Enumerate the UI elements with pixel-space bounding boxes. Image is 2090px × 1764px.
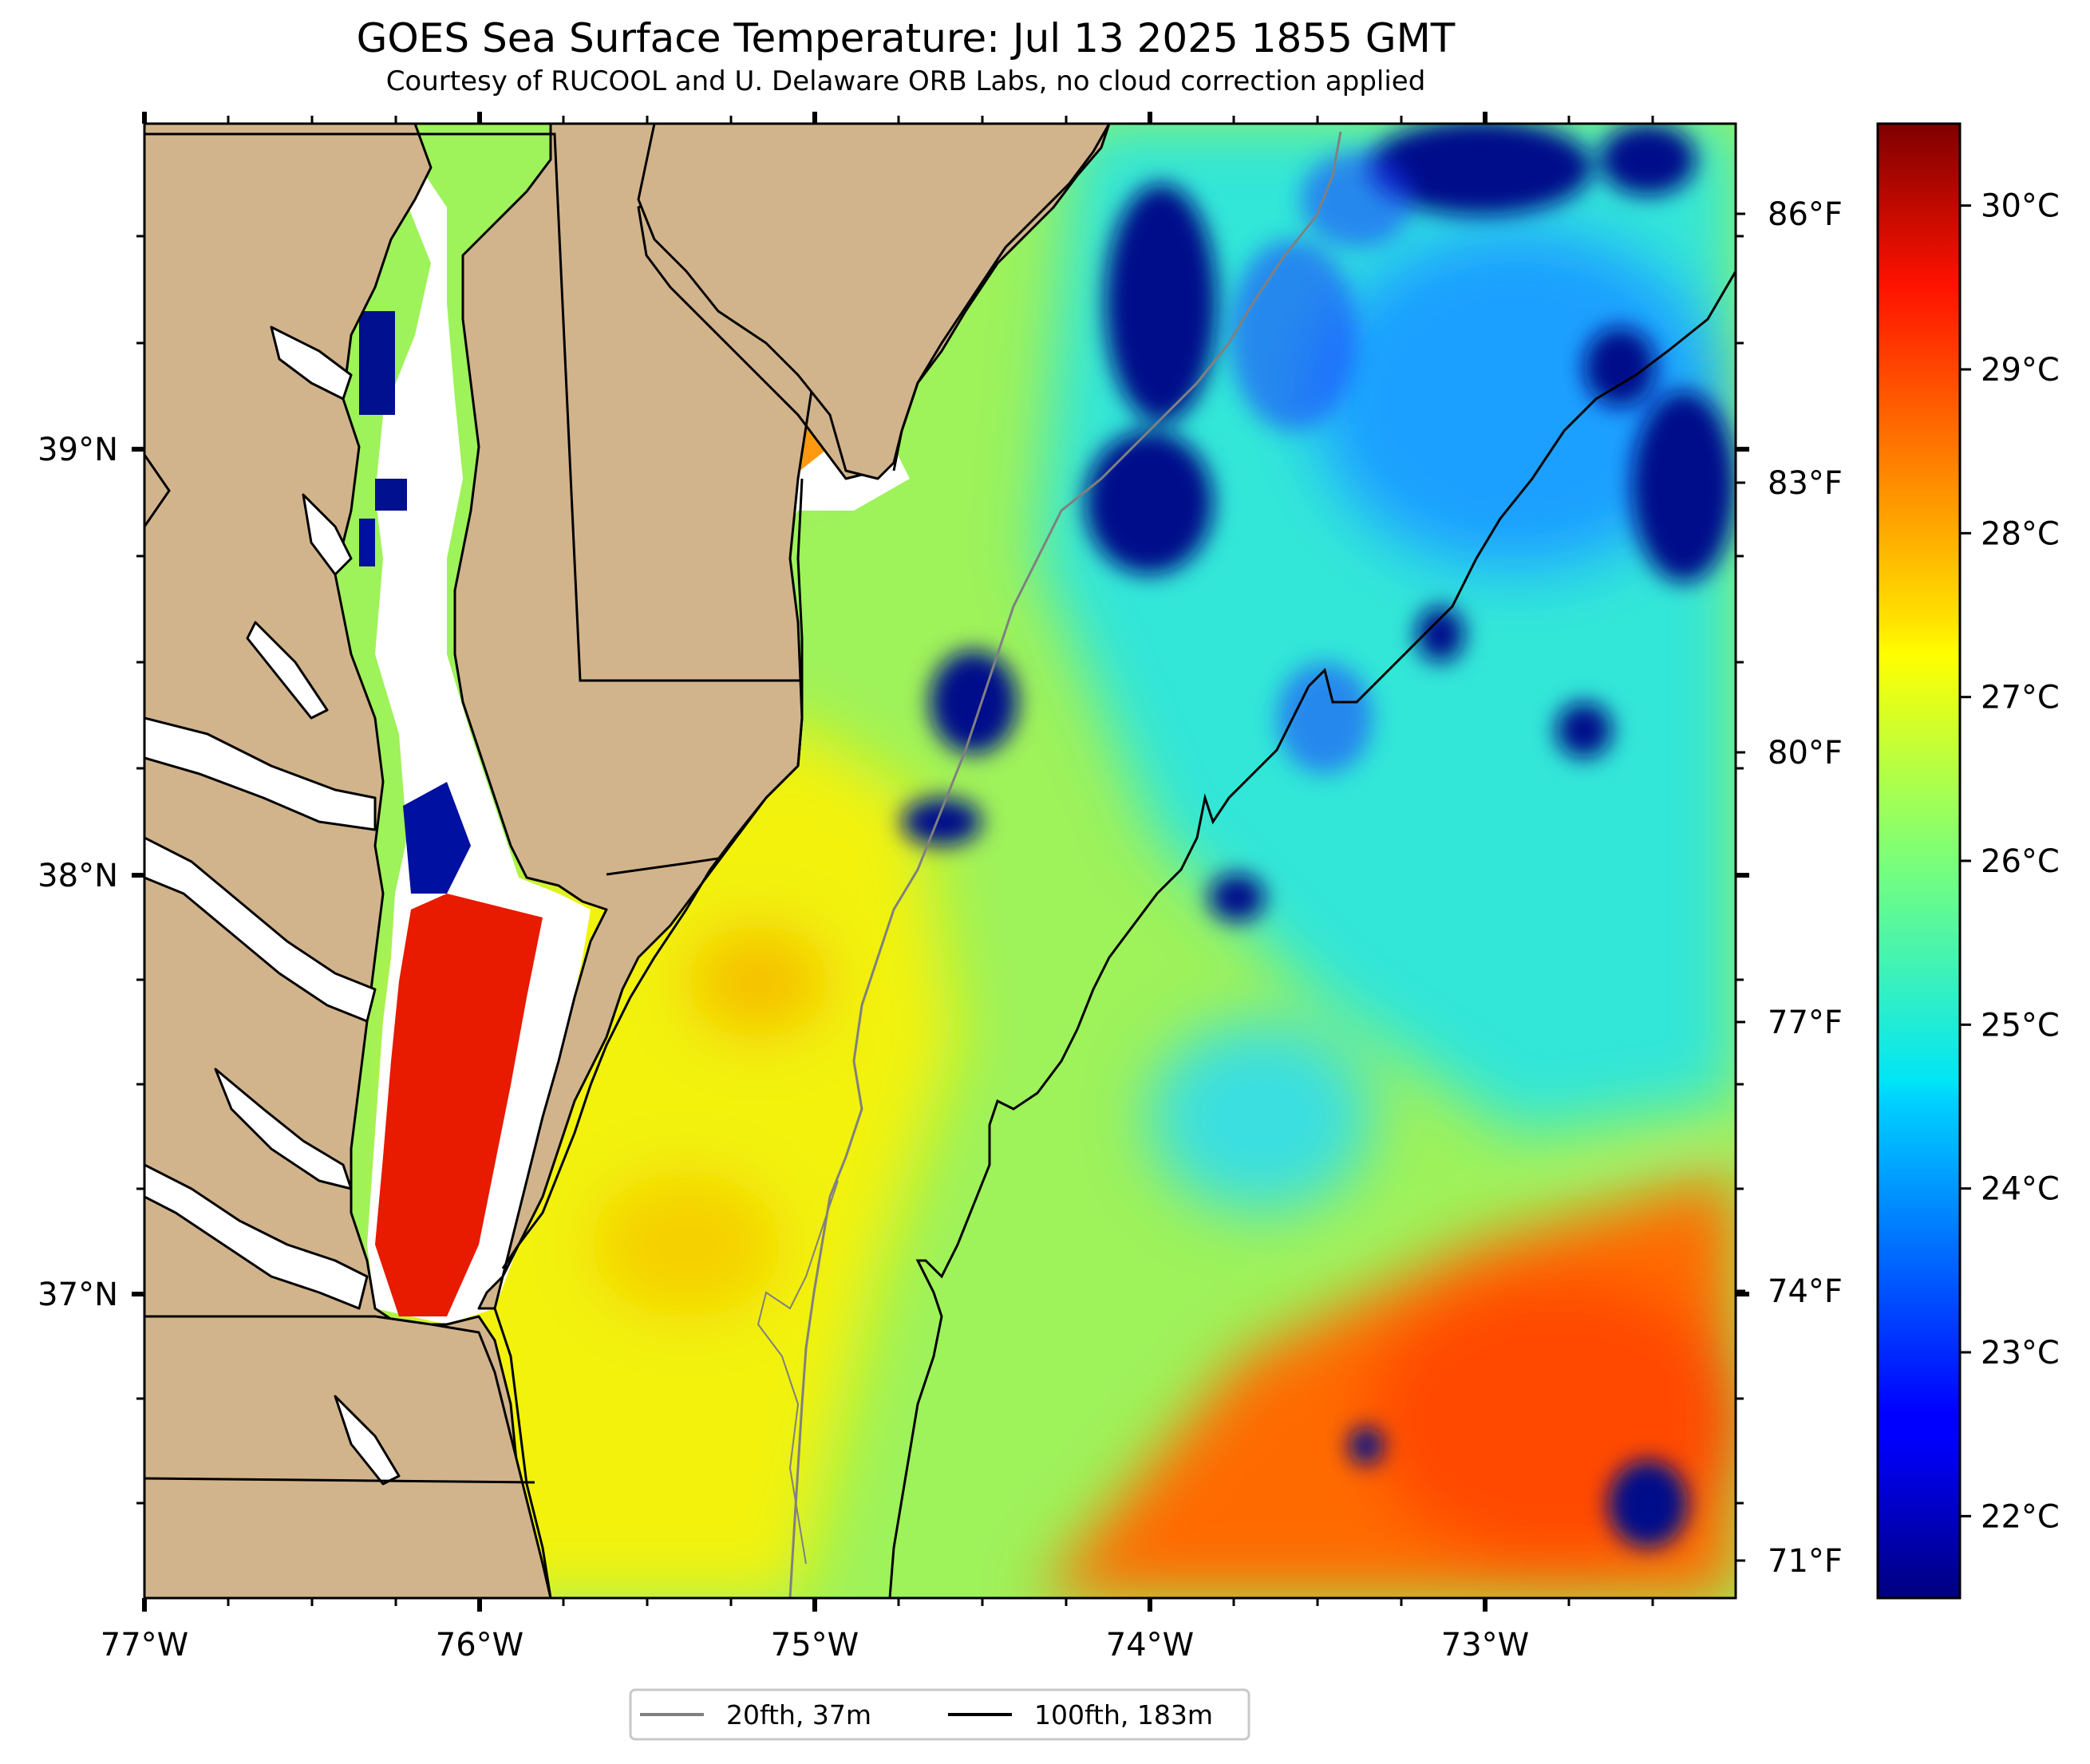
lat-tick-labels: 39°N 38°N 37°N (38, 432, 118, 1313)
lat-label-39n: 39°N (38, 432, 118, 468)
axis-ticks (132, 112, 1749, 1612)
map-panel (144, 124, 1736, 1598)
colorbar-tick-label: 22°C (1981, 1498, 2060, 1535)
legend-box (629, 1688, 1250, 1741)
rivers (144, 326, 401, 1486)
f-label-86: 86°F (1768, 196, 1843, 233)
lon-label-74w: 74°W (1106, 1627, 1194, 1663)
state-borders (144, 132, 802, 1484)
lon-label-75w: 75°W (771, 1627, 859, 1663)
colorbar-tick-label: 23°C (1981, 1335, 2060, 1371)
fahrenheit-tick-labels: 86°F 83°F 80°F 77°F 74°F 71°F (1768, 196, 1843, 1580)
colorbar-tick-label: 26°C (1981, 843, 2060, 880)
colorbar-tick-label: 29°C (1981, 352, 2060, 389)
colorbar-gradient (1876, 122, 1962, 1600)
chart-subtitle: Courtesy of RUCOOL and U. Delaware ORB L… (385, 65, 1426, 97)
f-label-77: 77°F (1768, 1004, 1843, 1041)
colorbar-tick-label: 25°C (1981, 1007, 2060, 1044)
chesapeake-bay (359, 128, 591, 1324)
lon-label-77w: 77°W (101, 1627, 188, 1663)
chart-title: GOES Sea Surface Temperature: Jul 13 202… (356, 15, 1456, 61)
f-label-80: 80°F (1768, 735, 1843, 772)
contour-100fth (888, 270, 1736, 1598)
legend-label-100fth: 100fth, 183m (1034, 1699, 1213, 1730)
colorbar-tick-label: 24°C (1981, 1171, 2060, 1208)
coastline (493, 124, 1111, 1598)
lon-label-76w: 76°W (436, 1627, 523, 1663)
lat-label-38n: 38°N (38, 858, 118, 894)
contour-legend: 20fth, 37m 100fth, 183m (629, 1688, 1250, 1741)
contour-20fth-inner (757, 1180, 839, 1565)
contour-20fth (788, 131, 1342, 1598)
colorbar-ticks: 22°C 23°C 24°C 25°C 26°C 27°C 28°C 29°C 30°C (1960, 188, 2060, 1535)
f-label-74: 74°F (1768, 1273, 1843, 1310)
colorbar-tick-label: 30°C (1981, 188, 2060, 225)
f-label-83: 83°F (1768, 465, 1843, 502)
colorbar-tick-label: 28°C (1981, 515, 2060, 552)
colorbar-tick-label: 27°C (1981, 680, 2060, 716)
f-label-71: 71°F (1768, 1543, 1843, 1580)
lon-label-73w: 73°W (1441, 1627, 1529, 1663)
lon-tick-labels: 77°W 76°W 75°W 74°W 73°W (101, 1627, 1529, 1663)
lat-label-37n: 37°N (38, 1277, 118, 1313)
map-frame (143, 122, 1737, 1600)
legend-label-20fth: 20fth, 37m (726, 1699, 871, 1730)
colorbar: 22°C 23°C 24°C 25°C 26°C 27°C 28°C 29°C 30°C (1876, 122, 2060, 1600)
